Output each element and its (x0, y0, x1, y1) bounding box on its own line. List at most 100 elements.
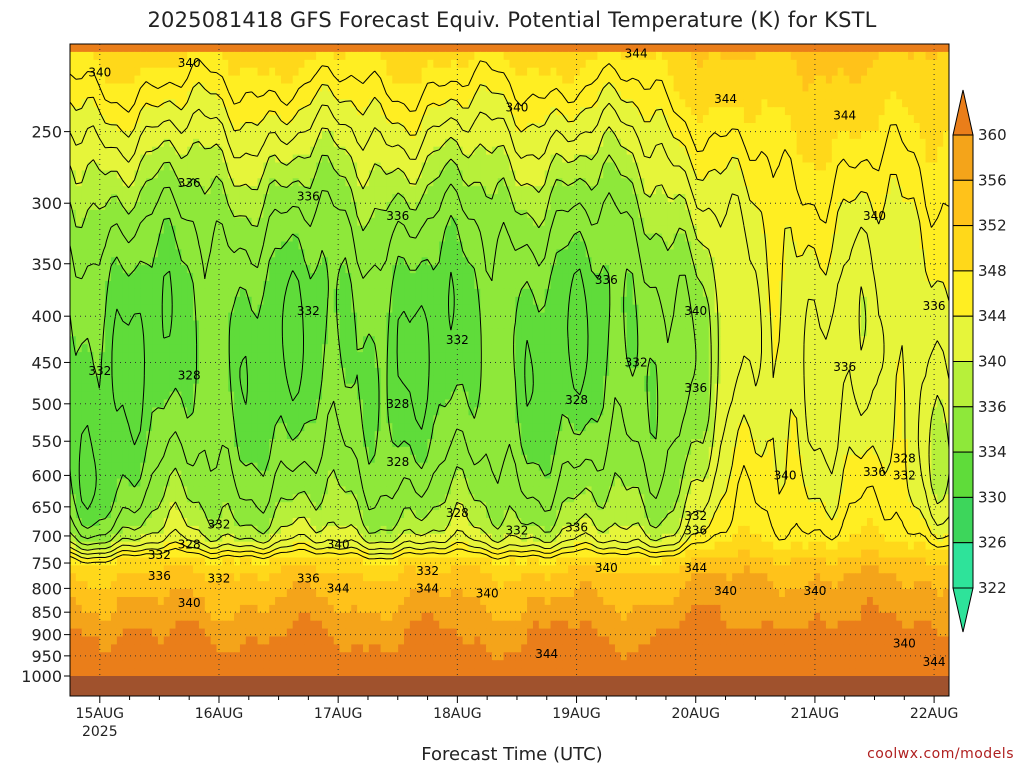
field-cell (386, 273, 393, 282)
field-cell (591, 265, 598, 274)
field-cell (175, 107, 182, 116)
theta-e-field (70, 44, 949, 676)
field-cell (286, 170, 294, 179)
field-cell (872, 281, 880, 290)
field-cell (614, 178, 622, 187)
field-cell (538, 83, 546, 92)
field-cell (726, 273, 733, 282)
field-cell (738, 107, 745, 116)
field-cell (140, 288, 147, 298)
field-cell (802, 67, 809, 77)
field-cell (269, 51, 276, 61)
field-cell (503, 178, 511, 187)
field-cell (614, 138, 622, 148)
field-cell (269, 241, 276, 250)
field-cell (216, 67, 223, 77)
field-cell (439, 162, 446, 171)
field-cell (456, 99, 464, 108)
field-cell (404, 91, 411, 100)
field-cell (497, 273, 505, 282)
field-cell (697, 51, 704, 61)
field-cell (609, 162, 616, 171)
field-cell (239, 273, 247, 282)
field-cell (814, 241, 821, 250)
field-cell (919, 209, 927, 219)
field-cell (345, 186, 352, 195)
field-cell (474, 99, 481, 108)
field-cell (743, 67, 751, 77)
field-cell (866, 138, 874, 148)
field-cell (673, 217, 681, 227)
field-cell (486, 162, 493, 171)
field-cell (380, 130, 388, 140)
field-cell (257, 257, 264, 266)
field-cell (298, 178, 305, 187)
field-cell (761, 115, 768, 124)
field-cell (491, 83, 499, 92)
field-cell (157, 202, 165, 211)
field-cell (685, 257, 692, 266)
field-cell (169, 91, 177, 100)
field-cell (439, 273, 446, 282)
field-cell (415, 194, 423, 203)
field-cell (638, 170, 645, 179)
field-cell (515, 146, 522, 156)
field-cell (673, 44, 681, 53)
field-cell (439, 225, 446, 235)
field-cell (697, 296, 704, 306)
field-cell (169, 130, 177, 140)
field-cell (374, 51, 382, 61)
field-cell (931, 233, 938, 243)
field-cell (661, 91, 669, 100)
field-cell (398, 273, 405, 282)
field-cell (427, 273, 434, 282)
field-cell (468, 51, 475, 61)
field-cell (872, 296, 880, 306)
field-cell (263, 59, 270, 69)
field-cell (175, 194, 182, 203)
field-cell (445, 273, 452, 282)
field-cell (691, 130, 698, 140)
field-cell (456, 202, 464, 211)
field-cell (843, 186, 850, 195)
field-cell (497, 296, 505, 306)
field-cell (556, 296, 563, 306)
field-cell (773, 194, 780, 203)
field-cell (521, 225, 528, 235)
field-cell (386, 281, 393, 290)
field-cell (157, 59, 165, 69)
field-cell (351, 288, 358, 298)
field-cell (433, 178, 440, 187)
field-cell (351, 83, 358, 92)
field-cell (837, 186, 845, 195)
field-cell (462, 241, 470, 250)
field-cell (521, 257, 528, 266)
field-cell (931, 170, 938, 179)
field-cell (486, 273, 493, 282)
field-cell (503, 186, 511, 195)
field-cell (140, 233, 147, 243)
field-cell (70, 202, 77, 211)
field-cell (609, 83, 616, 92)
field-cell (99, 75, 106, 85)
field-cell (620, 130, 628, 140)
field-cell (837, 91, 845, 100)
field-cell (779, 288, 786, 298)
field-cell (732, 51, 739, 61)
field-cell (427, 233, 434, 243)
field-cell (292, 107, 300, 116)
field-cell (491, 138, 499, 148)
field-cell (128, 99, 136, 108)
field-cell (913, 288, 921, 298)
field-cell (568, 209, 575, 219)
field-cell (784, 265, 792, 274)
field-cell (638, 115, 645, 124)
field-cell (626, 296, 634, 306)
field-cell (943, 288, 949, 298)
field-cell (896, 186, 903, 195)
field-cell (902, 75, 909, 85)
field-cell (767, 186, 774, 195)
field-cell (521, 107, 528, 116)
field-cell (257, 202, 264, 211)
field-cell (931, 273, 938, 282)
